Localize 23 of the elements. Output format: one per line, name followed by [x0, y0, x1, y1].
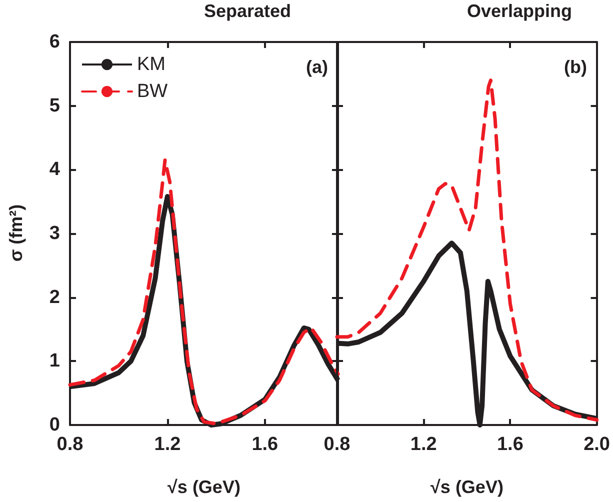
x-tick-label: 1.6	[496, 434, 524, 455]
y-tick-label: 2	[49, 286, 60, 308]
x-tick-label: 0.8	[56, 434, 84, 455]
x-tick-label: 1.2	[410, 434, 437, 455]
legend-label: BW	[137, 81, 168, 102]
chart-title: Separated	[204, 1, 292, 21]
x-tick-label: 1.2	[154, 434, 181, 455]
y-tick-label: 6	[49, 32, 60, 52]
annotation: (a)	[306, 57, 328, 77]
y-tick-label: 3	[49, 223, 60, 244]
x-axis-title: √s (GeV)	[430, 477, 504, 497]
y-tick-label: 0	[49, 414, 60, 436]
chart-title: Overlapping	[466, 1, 572, 21]
x-tick-label: 2.0	[584, 434, 610, 455]
x-tick-label: 0.8	[324, 434, 350, 455]
y-axis-title: σ (fm²)	[6, 204, 26, 262]
annotation: (b)	[564, 57, 588, 77]
y-tick-label: 5	[49, 95, 60, 116]
y-tick-label: 1	[49, 350, 60, 372]
legend-label: KM	[137, 54, 166, 75]
x-tick-label: 1.6	[252, 434, 278, 455]
y-tick-label: 4	[49, 159, 60, 180]
x-axis-title: √s (GeV)	[168, 477, 240, 497]
